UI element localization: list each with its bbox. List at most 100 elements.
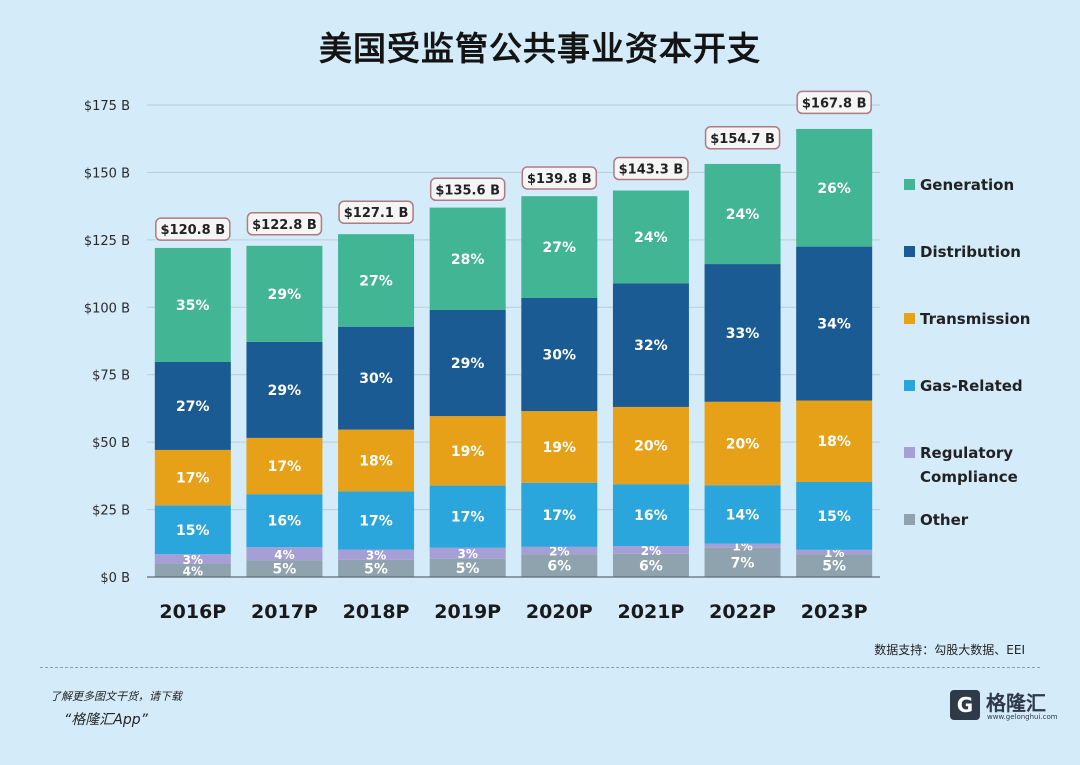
segment-label: 20%	[726, 436, 760, 452]
bar-segment	[521, 546, 598, 555]
segment-label: 27%	[176, 399, 210, 415]
legend-swatch	[904, 246, 915, 257]
logo-text: 格隆汇	[986, 691, 1046, 715]
bar-segment	[612, 484, 689, 547]
segment-label: 3%	[183, 553, 203, 567]
bar-segment	[612, 283, 689, 407]
legend-label: Distribution	[920, 243, 1021, 261]
total-label-box	[521, 166, 598, 190]
segment-label: 17%	[451, 510, 485, 526]
segment-label: 3%	[366, 549, 386, 563]
segment-label: 30%	[543, 348, 577, 364]
bar-segment	[429, 416, 506, 486]
bar-segment	[796, 128, 873, 247]
bar-segment	[246, 341, 323, 438]
segment-label: 5%	[364, 561, 388, 577]
bar-segment	[521, 411, 598, 483]
app-name: “格隆汇App”	[64, 712, 148, 728]
legend-swatch	[904, 380, 915, 391]
segment-label: 17%	[268, 459, 302, 475]
y-tick-label: $150 B	[84, 166, 130, 181]
bar-segment	[796, 481, 873, 550]
bar-segment	[796, 549, 873, 555]
bar-segment	[338, 429, 415, 492]
bar-segment	[521, 297, 598, 412]
bar-segment	[612, 553, 689, 577]
x-tick-label: 2019P	[434, 601, 501, 623]
bar-segment	[704, 163, 781, 265]
bar-segment	[429, 547, 506, 559]
bar-segment	[246, 245, 323, 342]
segment-label: 27%	[543, 240, 577, 256]
segment-label: 35%	[176, 298, 210, 314]
bar-segment	[704, 485, 781, 544]
bar-segment	[796, 400, 873, 482]
y-tick-label: $125 B	[84, 234, 130, 249]
segment-label: 34%	[817, 317, 851, 333]
y-tick-label: $50 B	[92, 436, 130, 451]
x-tick-label: 2023P	[801, 601, 868, 623]
segment-label: 24%	[726, 207, 760, 223]
total-label: $122.8 B	[252, 218, 317, 233]
legend-swatch	[904, 447, 915, 458]
total-label-box	[155, 217, 231, 241]
x-tick-label: 2016P	[159, 601, 226, 623]
segment-label: 16%	[268, 514, 302, 530]
legend-label: Transmission	[920, 310, 1030, 328]
total-label-box	[338, 200, 414, 224]
x-tick-label: 2022P	[709, 601, 776, 623]
legend-label: Gas-Related	[920, 377, 1023, 395]
bar-segment	[429, 558, 506, 577]
y-tick-label: $25 B	[92, 504, 130, 519]
legend-label: Regulatory	[920, 444, 1013, 462]
bar-segment	[338, 559, 415, 577]
total-label-box	[796, 90, 872, 115]
bar-segment	[154, 449, 231, 506]
segment-label: 6%	[639, 558, 663, 574]
segment-label: 7%	[731, 555, 755, 571]
segment-label: 5%	[273, 562, 297, 578]
y-tick-label: $75 B	[92, 369, 130, 384]
x-tick-label: 2021P	[618, 601, 685, 623]
segment-label: 18%	[359, 453, 393, 469]
segment-label: 30%	[359, 371, 393, 387]
segment-label: 20%	[634, 439, 668, 455]
segment-label: 17%	[176, 471, 210, 487]
bar-segment	[154, 361, 231, 450]
bar-segment	[521, 482, 598, 547]
bar-segment	[429, 485, 506, 548]
bar-segment	[338, 234, 415, 327]
legend-label: Generation	[920, 176, 1014, 194]
segment-label: 17%	[359, 513, 393, 529]
segment-label: 4%	[274, 548, 294, 562]
x-tick-label: 2020P	[526, 601, 593, 623]
x-tick-label: 2017P	[251, 601, 318, 623]
bar-segment	[521, 554, 598, 577]
segment-label: 26%	[817, 181, 851, 197]
y-tick-label: $100 B	[84, 301, 130, 316]
download-prompt: 了解更多图文干货，请下载	[50, 690, 182, 703]
bar-segment	[429, 310, 506, 417]
x-tick-label: 2018P	[343, 601, 410, 623]
bar-segment	[154, 505, 231, 555]
segment-label: 2%	[549, 545, 569, 559]
segment-label: 5%	[456, 561, 480, 577]
bar-segment	[246, 494, 323, 548]
bar-segment	[246, 560, 323, 577]
source-note: 数据支持：勾股大数据、EEI	[874, 643, 1025, 657]
segment-label: 27%	[359, 273, 393, 289]
y-tick-label: $175 B	[84, 99, 130, 114]
segment-label: 28%	[451, 252, 485, 268]
bar-segment	[154, 563, 231, 577]
total-label-box	[704, 126, 781, 150]
segment-label: 17%	[543, 508, 577, 524]
segment-label: 2%	[641, 544, 661, 558]
y-tick-label: $0 B	[100, 571, 130, 586]
total-label: $135.6 B	[435, 183, 500, 198]
logo-domain: www.gelonghui.com	[987, 713, 1058, 721]
chart-title: 美国受监管公共事业资本开支	[319, 29, 761, 68]
bar-segment	[338, 491, 415, 550]
total-label: $127.1 B	[344, 206, 409, 221]
segment-label: 3%	[458, 547, 478, 561]
segment-label: 24%	[634, 230, 668, 246]
